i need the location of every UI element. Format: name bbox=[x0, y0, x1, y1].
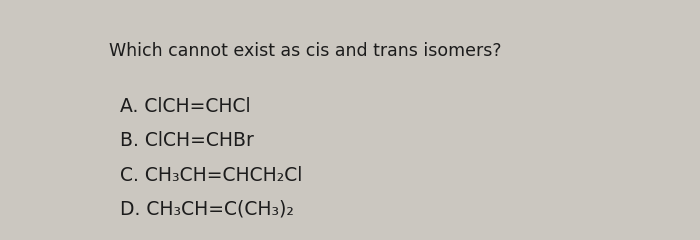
Text: B. ClCH=CHBr: B. ClCH=CHBr bbox=[120, 131, 254, 150]
Text: C. CH₃CH=CHCH₂Cl: C. CH₃CH=CHCH₂Cl bbox=[120, 166, 302, 185]
Text: Which cannot exist as cis and trans isomers?: Which cannot exist as cis and trans isom… bbox=[109, 42, 502, 60]
Text: A. ClCH=CHCl: A. ClCH=CHCl bbox=[120, 97, 251, 116]
Text: D. CH₃CH=C(CH₃)₂: D. CH₃CH=C(CH₃)₂ bbox=[120, 200, 294, 219]
